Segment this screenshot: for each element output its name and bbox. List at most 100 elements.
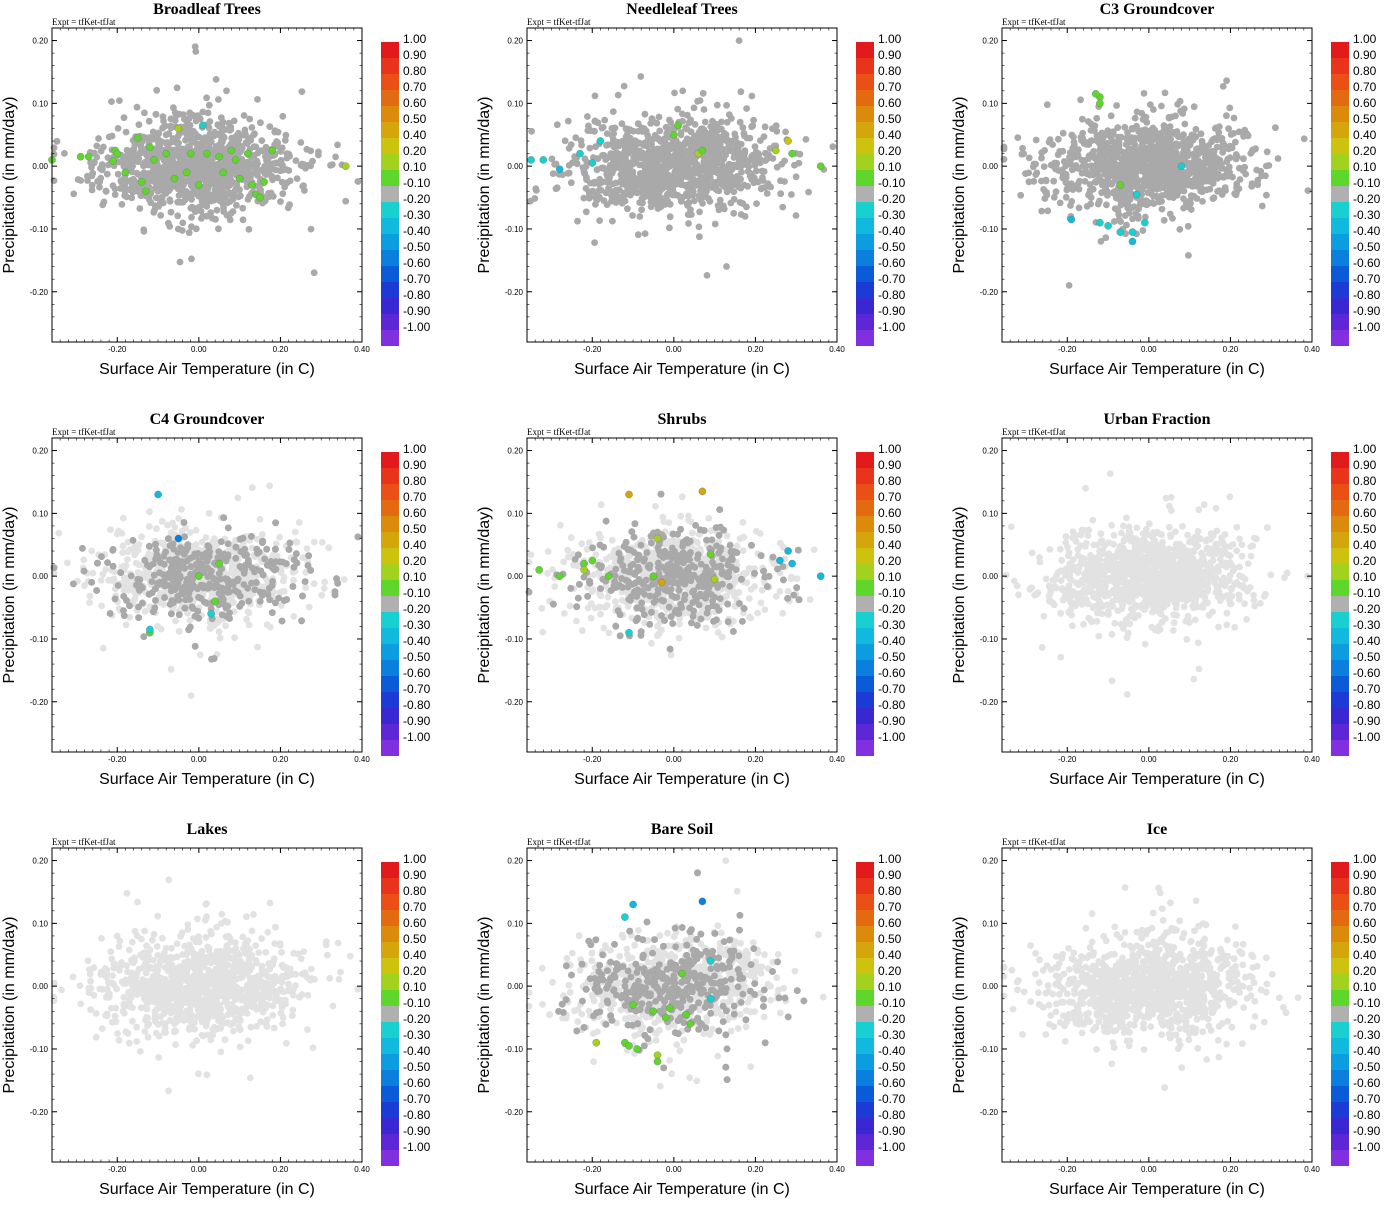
x-tick-label: -0.20 (583, 755, 602, 764)
data-point (1129, 238, 1136, 245)
colorbar-label: 0.60 (403, 506, 427, 520)
x-tick-label: 0.00 (666, 1165, 682, 1174)
x-axis-label: Surface Air Temperature (in C) (574, 361, 790, 378)
y-axis-label: Precipitation (in mm/day) (1, 917, 18, 1094)
colorbar-label: -0.70 (1353, 682, 1381, 696)
y-tick-label: -0.10 (505, 225, 524, 234)
colorbar-label: 1.00 (1353, 852, 1377, 866)
data-point (556, 166, 563, 173)
colorbar-swatch (381, 676, 399, 692)
colorbar-label: 0.20 (403, 144, 427, 158)
colorbar-swatch (1331, 186, 1349, 202)
colorbar-swatch (381, 452, 399, 468)
colorbar-label: 0.10 (1353, 160, 1377, 174)
data-point (593, 1039, 600, 1046)
colorbar-swatch (381, 1054, 399, 1070)
colorbar-label: -0.40 (1353, 1044, 1381, 1058)
colorbar-label: 0.40 (1353, 538, 1377, 552)
x-tick-label: 0.40 (1304, 755, 1320, 764)
colorbar-label: -0.50 (878, 650, 906, 664)
colorbar-label: 0.80 (403, 64, 427, 78)
colorbar-label: 0.20 (878, 554, 902, 568)
colorbar-label: -0.90 (403, 714, 431, 728)
colorbar-label: -0.40 (403, 634, 431, 648)
colorbar-swatch (856, 138, 874, 154)
colorbar-swatch (1331, 468, 1349, 484)
data-point (236, 175, 243, 182)
colorbar-label: 0.60 (878, 96, 902, 110)
colorbar-label: 0.60 (403, 96, 427, 110)
data-point (1141, 219, 1148, 226)
data-point (699, 488, 706, 495)
data-point (817, 163, 824, 170)
colorbar-swatch (381, 660, 399, 676)
colorbar-label: 0.90 (878, 458, 902, 472)
x-tick-label: 0.40 (354, 345, 370, 354)
x-tick-label: 0.20 (1223, 1165, 1239, 1174)
y-tick-label: 0.00 (507, 982, 523, 991)
colorbar-swatch (1331, 122, 1349, 138)
colorbar-label: 0.80 (878, 474, 902, 488)
colorbar-swatch (381, 500, 399, 516)
colorbar-swatch (381, 516, 399, 532)
data-point (216, 560, 223, 567)
colorbar-swatch (1331, 1070, 1349, 1086)
colorbar-swatch (1331, 532, 1349, 548)
y-axis-label: Precipitation (in mm/day) (1, 507, 18, 684)
colorbar-label: 0.20 (403, 964, 427, 978)
chart-title: C4 Groundcover (150, 411, 265, 428)
colorbar-swatch (856, 186, 874, 202)
x-tick-label: -0.20 (108, 755, 127, 764)
colorbar-swatch (856, 122, 874, 138)
colorbar-label: 0.60 (1353, 506, 1377, 520)
y-tick-label: 0.00 (32, 162, 48, 171)
colorbar-label: -0.50 (403, 240, 431, 254)
x-axis-label: Surface Air Temperature (in C) (574, 771, 790, 788)
colorbar-label: 0.90 (1353, 458, 1377, 472)
colorbar-label: 1.00 (403, 32, 427, 46)
x-tick-label: 0.40 (1304, 345, 1320, 354)
data-point (114, 150, 121, 157)
x-tick-label: 0.40 (829, 755, 845, 764)
colorbar-label: 0.40 (403, 128, 427, 142)
data-point (1068, 216, 1075, 223)
colorbar-label: 0.70 (878, 900, 902, 914)
colorbar-swatch (381, 58, 399, 74)
colorbar-label: -0.70 (1353, 272, 1381, 286)
x-tick-label: -0.20 (583, 1165, 602, 1174)
colorbar-swatch (856, 862, 874, 878)
colorbar-swatch (856, 170, 874, 186)
colorbar-swatch (381, 878, 399, 894)
colorbar-swatch (856, 106, 874, 122)
colorbar-swatch (381, 106, 399, 122)
background-points (1003, 470, 1311, 698)
colorbar-label: 0.40 (878, 948, 902, 962)
data-point (654, 535, 661, 542)
experiment-label: Expt = tfKet-tfJat (527, 427, 591, 437)
colorbar-swatch (381, 138, 399, 154)
colorbar-label: -0.40 (878, 634, 906, 648)
colorbar-label: 0.60 (403, 916, 427, 930)
colorbar-swatch (1331, 314, 1349, 330)
data-point (625, 629, 632, 636)
colorbar-swatch (381, 628, 399, 644)
colorbar-swatch (381, 42, 399, 58)
background-points (526, 857, 827, 1089)
colorbar-swatch (381, 170, 399, 186)
colorbar-swatch (381, 122, 399, 138)
colorbar-label: -0.20 (878, 1012, 906, 1026)
y-tick-label: 0.20 (507, 857, 523, 866)
data-point (195, 573, 202, 580)
x-tick-label: -0.20 (1058, 1165, 1077, 1174)
colorbar-label: -0.30 (403, 618, 431, 632)
colorbar-label: 0.20 (1353, 964, 1377, 978)
colorbar-label: -0.40 (878, 224, 906, 238)
colorbar-label: -0.80 (878, 1108, 906, 1122)
colorbar-swatch (1331, 154, 1349, 170)
chart-title: C3 Groundcover (1100, 1, 1215, 18)
colorbar-label: 0.50 (878, 112, 902, 126)
data-point (138, 178, 145, 185)
y-tick-label: -0.20 (980, 288, 999, 297)
